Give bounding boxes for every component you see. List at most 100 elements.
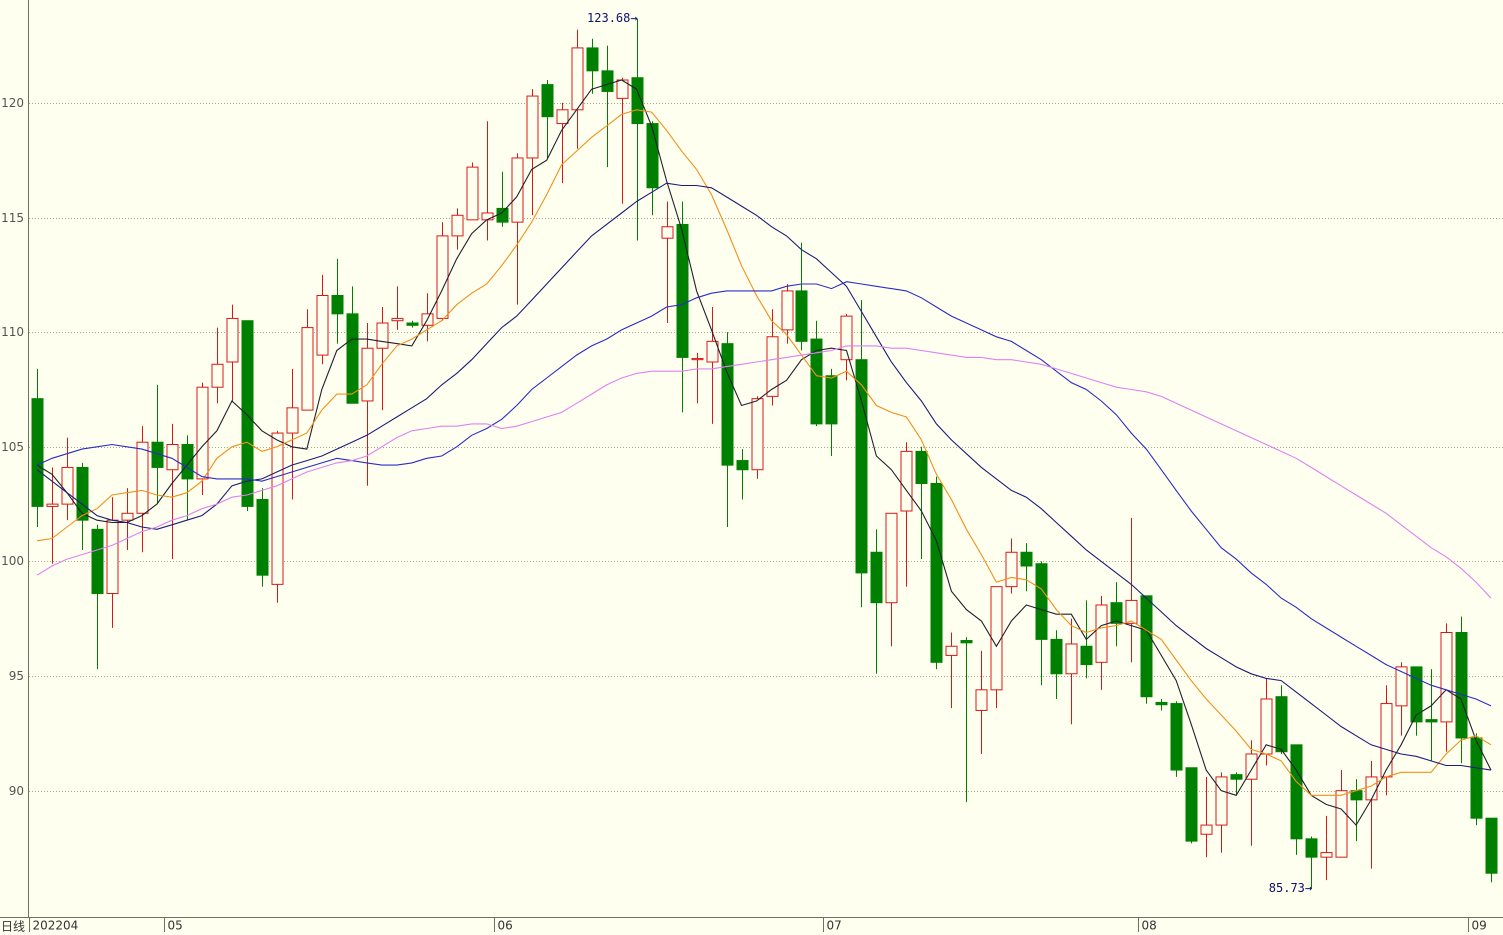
candle-body (106, 519, 119, 595)
candle-body (1290, 744, 1303, 840)
candle-body (766, 336, 779, 397)
x-tick-label: 06 (498, 919, 513, 933)
candle-body (1410, 666, 1423, 723)
candle-body (736, 460, 749, 471)
candle-body (1125, 599, 1138, 624)
candle-body (885, 512, 898, 604)
candle-body (930, 482, 943, 663)
candle-body (181, 444, 194, 480)
candle-body (840, 315, 853, 361)
candle-body (301, 327, 314, 411)
candle-body (466, 166, 479, 221)
y-tick-label: 95 (9, 669, 24, 683)
candle-body (1365, 776, 1378, 801)
candle-body (1185, 767, 1198, 842)
y-tick-label: 100 (1, 554, 24, 568)
candle-body (1035, 563, 1048, 640)
candle-body (706, 340, 719, 363)
moving-average-line (36, 79, 1492, 827)
candle-body (1455, 632, 1468, 739)
candle-body (151, 441, 164, 468)
candle-body (661, 226, 674, 239)
candle-body (1425, 719, 1438, 723)
candle-body (391, 317, 404, 322)
candle-body (646, 123, 659, 189)
candle-body (1320, 852, 1333, 858)
candle-body (436, 235, 449, 319)
y-tick-label: 105 (1, 440, 24, 454)
candle-body (46, 503, 59, 507)
candle-body (855, 359, 868, 574)
candle-body (541, 84, 554, 118)
candle-body (676, 223, 689, 358)
candle-body (586, 47, 599, 72)
x-tick-label: 09 (1472, 919, 1487, 933)
candle-body (1200, 824, 1213, 835)
candle-body (870, 551, 883, 604)
candle-body (1005, 551, 1018, 588)
candle-body (1305, 838, 1318, 858)
moving-average-line (36, 281, 1492, 707)
candle-body (1485, 817, 1498, 874)
x-tick-label: 07 (827, 919, 842, 933)
candle-body (376, 322, 389, 349)
candle-body (241, 320, 254, 507)
candle-body (1065, 643, 1078, 675)
candle-body (1440, 632, 1453, 723)
candle-body (1050, 638, 1063, 675)
candle-body (900, 450, 913, 512)
period-label: 日线 (1, 920, 25, 934)
candle-body (136, 441, 149, 514)
x-tick-label: 08 (1142, 919, 1157, 933)
candle-body (1245, 753, 1258, 780)
high-annotation: 123.68→ (587, 11, 638, 25)
candle-body (691, 358, 704, 361)
candle-body (406, 322, 419, 326)
candle-body (1080, 645, 1093, 666)
candle-body (1170, 703, 1183, 771)
candle-body (526, 95, 539, 159)
candle-body (571, 47, 584, 111)
y-tick-label: 90 (9, 784, 24, 798)
candle-body (1155, 701, 1168, 706)
candle-body (211, 363, 224, 388)
x-tick-label: 05 (168, 919, 183, 933)
candle-body (286, 407, 299, 434)
candle-body (781, 290, 794, 331)
low-annotation: 85.73→ (1269, 881, 1312, 895)
candle-body (1275, 696, 1288, 753)
candle-body (915, 450, 928, 484)
candle-body (1230, 774, 1243, 780)
moving-average-line (36, 109, 1492, 796)
candle-body (481, 212, 494, 221)
candle-body (91, 528, 104, 595)
candle-body (496, 207, 509, 223)
candle-body (331, 295, 344, 315)
candle-body (945, 645, 958, 656)
candle-body (751, 398, 764, 471)
candle-body (795, 290, 808, 342)
candle-body (1215, 776, 1228, 826)
moving-average-line (36, 345, 1492, 599)
x-tick-label: 202204 (33, 919, 79, 933)
candle-body (271, 432, 284, 585)
candle-body (1395, 666, 1408, 707)
candle-body (316, 295, 329, 356)
candle-body (31, 398, 44, 507)
candle-body (975, 689, 988, 711)
moving-average-line (36, 182, 1492, 771)
candle-body (196, 386, 209, 480)
candle-body (1110, 602, 1123, 624)
candle-body (721, 343, 734, 466)
candle-body (1470, 737, 1483, 819)
y-tick-label: 110 (1, 325, 24, 339)
candle-body (631, 77, 644, 125)
y-tick-label: 115 (1, 211, 24, 225)
candle-body (511, 157, 524, 223)
candle-body (1380, 703, 1393, 778)
candle-body (556, 109, 569, 125)
candle-body (346, 313, 359, 404)
candle-body (1335, 790, 1348, 858)
candle-body (825, 375, 838, 425)
